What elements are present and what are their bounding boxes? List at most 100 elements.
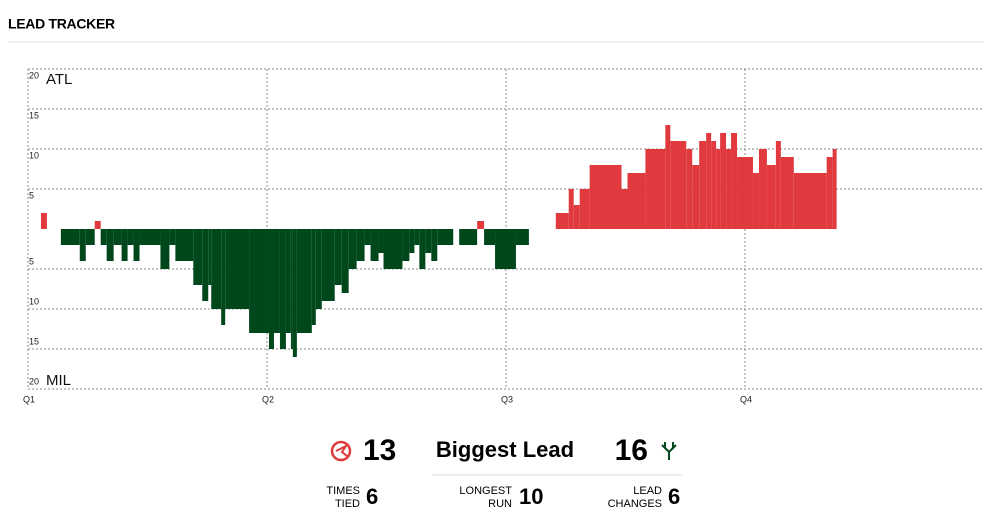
lead-bar <box>383 229 403 269</box>
lead-bar <box>370 229 379 261</box>
lead-bar <box>731 133 738 229</box>
chart: 20 15 10 5 5 10 15 20 Q1 Q2 Q3 Q4 ATL MIL <box>23 68 984 404</box>
lead-bar <box>409 229 415 253</box>
lead-bar <box>169 229 176 245</box>
lead-bar <box>296 229 312 333</box>
lead-bar <box>621 189 628 229</box>
lead-bar <box>686 149 693 229</box>
lead-bar <box>225 229 250 309</box>
lead-bar <box>459 229 478 245</box>
lead-bar <box>193 229 203 285</box>
y-tick-label: 5 <box>29 256 34 266</box>
lead-bar <box>221 229 226 325</box>
lead-bar <box>670 141 687 229</box>
y-tick-label: 15 <box>29 336 39 346</box>
times-tied-label-2: TIED <box>335 498 360 510</box>
x-tick-label: Q3 <box>501 394 513 404</box>
lead-bar <box>579 189 590 229</box>
lead-bar <box>133 229 140 261</box>
lead-bar <box>431 229 438 261</box>
longest-run: 10 <box>519 484 543 509</box>
lead-bar <box>311 229 316 325</box>
lead-bar <box>752 173 759 229</box>
y-tick-label: 5 <box>29 190 34 200</box>
hawks-logo <box>330 440 352 462</box>
lead-bar <box>716 149 721 229</box>
lead-bar <box>826 157 833 229</box>
lead-bar <box>706 133 712 229</box>
lead-bar <box>321 229 335 301</box>
widget-title: LEAD TRACKER <box>8 16 115 32</box>
lead-bar <box>419 229 426 269</box>
lead-bar <box>589 165 622 229</box>
lead-bar <box>758 149 767 229</box>
lead-bar <box>555 213 569 229</box>
times-tied-label-1: TIMES <box>326 485 360 497</box>
lead-bar <box>737 157 753 229</box>
lead-bar <box>139 229 161 245</box>
lead-bar <box>249 229 269 333</box>
lead-bar <box>160 229 170 269</box>
lead-changes: 6 <box>668 484 680 509</box>
lead-bar <box>766 165 776 229</box>
lead-bar <box>127 229 134 245</box>
lead-bar <box>285 229 291 333</box>
lead-bar <box>793 173 827 229</box>
lead-bar <box>573 205 580 229</box>
y-tick-label: 10 <box>29 150 39 160</box>
lead-bar <box>315 229 322 309</box>
lead-bar <box>402 229 410 261</box>
lead-bar <box>775 141 781 229</box>
lead-bar <box>211 229 222 309</box>
lead-bar <box>279 229 286 349</box>
lead-bar <box>692 165 700 229</box>
x-tick-label: Q1 <box>23 394 35 404</box>
team-label: MIL <box>46 372 71 389</box>
lead-bar <box>292 229 297 357</box>
lead-bar <box>720 133 727 229</box>
y-tick-label: 10 <box>29 296 39 306</box>
longest-run-label-2: RUN <box>488 498 512 510</box>
lead-bar <box>348 229 357 269</box>
lead-bar <box>85 229 95 245</box>
lead-bar <box>484 229 496 245</box>
lead-bar <box>79 229 86 261</box>
lead-bar <box>665 125 671 229</box>
longest-run-label-1: LONGEST <box>459 485 512 497</box>
y-tick-label: 20 <box>29 376 39 386</box>
lead-bar <box>175 229 194 261</box>
lead-bar <box>515 229 529 245</box>
y-tick-label: 15 <box>29 110 39 120</box>
lead-bar <box>290 229 293 349</box>
lead-bar <box>208 229 212 285</box>
lead-bar <box>341 229 349 293</box>
lead-bar <box>627 173 646 229</box>
mil-biggest-lead: 16 <box>615 434 648 467</box>
lead-bar <box>113 229 122 245</box>
x-tick-label: Q4 <box>740 394 752 404</box>
lead-bar <box>726 149 732 229</box>
lead-bar <box>273 229 280 333</box>
lead-bar <box>699 141 707 229</box>
lead-bar <box>414 229 420 245</box>
lead-bar <box>94 221 101 229</box>
lead-bar <box>832 149 837 229</box>
lead-bar <box>364 229 371 245</box>
lead-bar <box>425 229 432 253</box>
times-tied: 6 <box>366 484 378 509</box>
lead-bar <box>711 141 717 229</box>
atl-biggest-lead: 13 <box>363 434 396 467</box>
lead-bar <box>356 229 365 261</box>
lead-bar <box>268 229 274 349</box>
lead-bar <box>568 189 574 229</box>
lead-bar <box>645 149 666 229</box>
lead-bar <box>334 229 342 285</box>
lead-bar <box>100 229 107 245</box>
lead-bar <box>378 229 384 253</box>
lead-bar <box>40 213 47 229</box>
lead-bar <box>106 229 114 261</box>
y-tick-label: 20 <box>29 70 39 80</box>
lead-bar <box>477 221 485 229</box>
